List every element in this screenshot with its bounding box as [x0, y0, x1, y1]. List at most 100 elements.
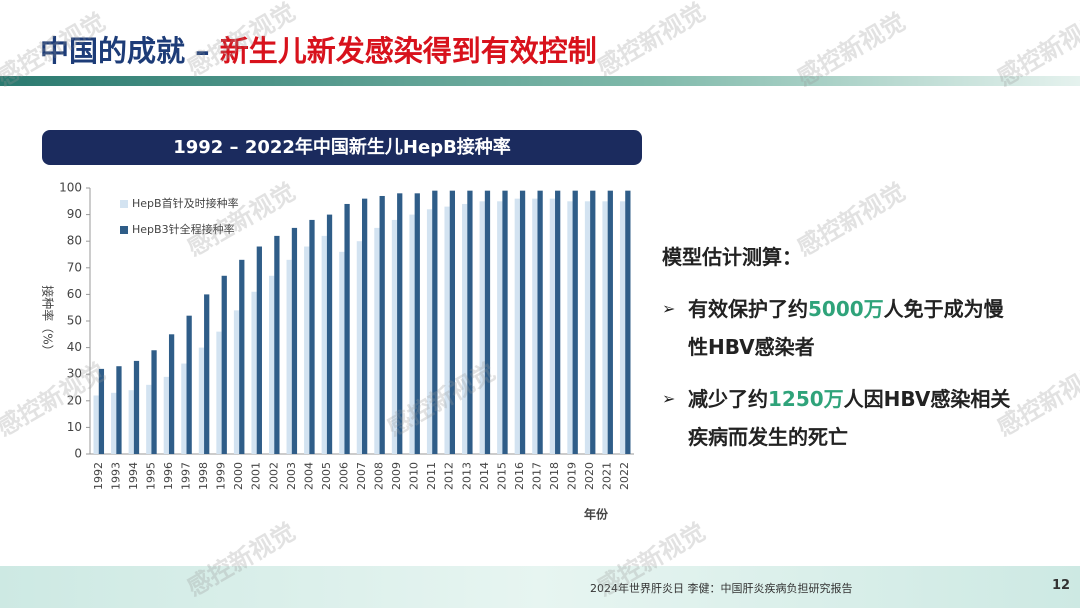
bar — [590, 190, 596, 454]
x-tick-label: 2006 — [337, 462, 350, 490]
bar — [502, 190, 508, 454]
x-tick-label: 2005 — [320, 462, 333, 490]
notes: 模型估计测算： 有效保护了约5000万人免于成为慢性HBV感染者 减少了约125… — [662, 238, 1032, 456]
bar — [602, 201, 608, 454]
bar — [339, 251, 345, 454]
bar — [497, 201, 503, 454]
x-tick-label: 1998 — [197, 462, 210, 490]
bar — [221, 275, 227, 454]
bar — [321, 235, 327, 454]
text: 人免于成为慢性HBV感染者 — [688, 297, 1004, 359]
x-tick-label: 2021 — [601, 462, 614, 490]
chart: 0 10 20 30 40 50 60 70 80 90 100 1992 1993 1994 1995 19… — [41, 181, 634, 522]
y-tick-label: 60 — [67, 287, 82, 301]
watermark: 感控新视觉 — [592, 0, 711, 82]
x-tick-label: 2014 — [478, 462, 491, 490]
bar — [304, 246, 310, 454]
bullet: 有效保护了约5000万人免于成为慢性HBV感染者 — [662, 290, 1023, 366]
bar — [391, 219, 398, 454]
text: 有效保护了约 — [688, 297, 808, 321]
x-tick-label: 2010 — [408, 462, 421, 490]
bar — [326, 214, 333, 454]
bar — [163, 376, 169, 454]
bar — [344, 203, 350, 454]
bar — [146, 384, 152, 454]
bar — [414, 193, 420, 454]
bar — [567, 201, 573, 454]
bar — [186, 315, 192, 454]
x-tick-label: 2007 — [355, 462, 368, 490]
bar — [462, 203, 468, 454]
bar — [168, 334, 175, 454]
x-tick-label: 2011 — [425, 462, 438, 490]
bar — [198, 347, 205, 454]
bar — [239, 259, 245, 454]
title-part: 中国的成就 – — [40, 34, 220, 68]
bar — [268, 275, 275, 454]
header-bar — [0, 76, 1080, 86]
bar — [426, 209, 433, 454]
y-tick-label: 100 — [59, 181, 82, 195]
bar — [379, 195, 385, 455]
bar — [362, 198, 368, 454]
x-tick-label: 1999 — [215, 462, 228, 490]
y-tick-label: 30 — [67, 367, 82, 381]
x-tick-label: 2000 — [232, 462, 245, 490]
bar — [93, 395, 99, 454]
bar — [625, 190, 631, 454]
x-tick-label: 2019 — [566, 462, 579, 490]
bar — [532, 198, 538, 454]
bar — [98, 368, 105, 454]
bar — [449, 190, 456, 454]
y-tick-label: 70 — [67, 260, 82, 274]
bar — [151, 350, 157, 454]
x-tick-label: 1995 — [144, 462, 157, 490]
x-tick-label: 2013 — [460, 462, 473, 490]
bar — [274, 235, 280, 454]
text: 减少了约 — [688, 387, 768, 411]
bar — [432, 190, 438, 454]
x-tick-label: 2020 — [583, 462, 596, 490]
slide-title: 中国的成就 – 新生儿新发感染得到有效控制 — [40, 28, 597, 70]
bar — [549, 198, 556, 454]
x-tick-label: 2017 — [530, 462, 543, 490]
bar — [514, 198, 520, 454]
bar — [133, 360, 140, 454]
x-tick-label: 2015 — [495, 462, 508, 490]
bar — [572, 190, 578, 454]
x-tick-label: 2008 — [373, 462, 386, 490]
notes-heading: 模型估计测算： — [662, 245, 802, 269]
x-tick-label: 1996 — [162, 462, 175, 490]
footer-band — [0, 566, 1080, 608]
bar — [291, 227, 298, 454]
bar — [537, 190, 543, 454]
x-tick-label: 2002 — [267, 462, 280, 490]
legend-swatch — [120, 200, 128, 208]
x-axis-label: 年份 — [584, 507, 609, 522]
bar — [374, 227, 380, 454]
x-tick-label: 1994 — [127, 462, 140, 490]
x-tick-label: 2018 — [548, 462, 561, 490]
y-tick-label: 0 — [74, 447, 82, 461]
bar — [256, 246, 262, 454]
bar — [484, 190, 491, 454]
title-part: 新生儿新发感染得到有效控制 — [219, 34, 597, 68]
x-tick-label: 2001 — [250, 462, 263, 490]
x-tick-label: 2004 — [302, 462, 315, 490]
bar — [309, 219, 315, 454]
bar — [467, 190, 473, 454]
bar — [216, 331, 222, 454]
highlight: 5000万 — [808, 297, 884, 321]
legend-swatch — [120, 226, 128, 234]
highlight: 1250万 — [768, 387, 844, 411]
y-tick-label: 20 — [67, 393, 82, 407]
text: 人因HBV感染相关疾病而发生的死亡 — [688, 387, 1011, 449]
y-tick-label: 10 — [67, 420, 82, 434]
x-tick-label: 2003 — [285, 462, 298, 490]
bar — [519, 190, 526, 454]
x-tick-label: 2009 — [390, 462, 403, 490]
footer-text: 2024年世界肝炎日 李健：中国肝炎疾病负担研究报告 — [590, 582, 853, 595]
bar — [555, 190, 561, 454]
bar — [409, 214, 415, 454]
bar — [356, 241, 362, 454]
